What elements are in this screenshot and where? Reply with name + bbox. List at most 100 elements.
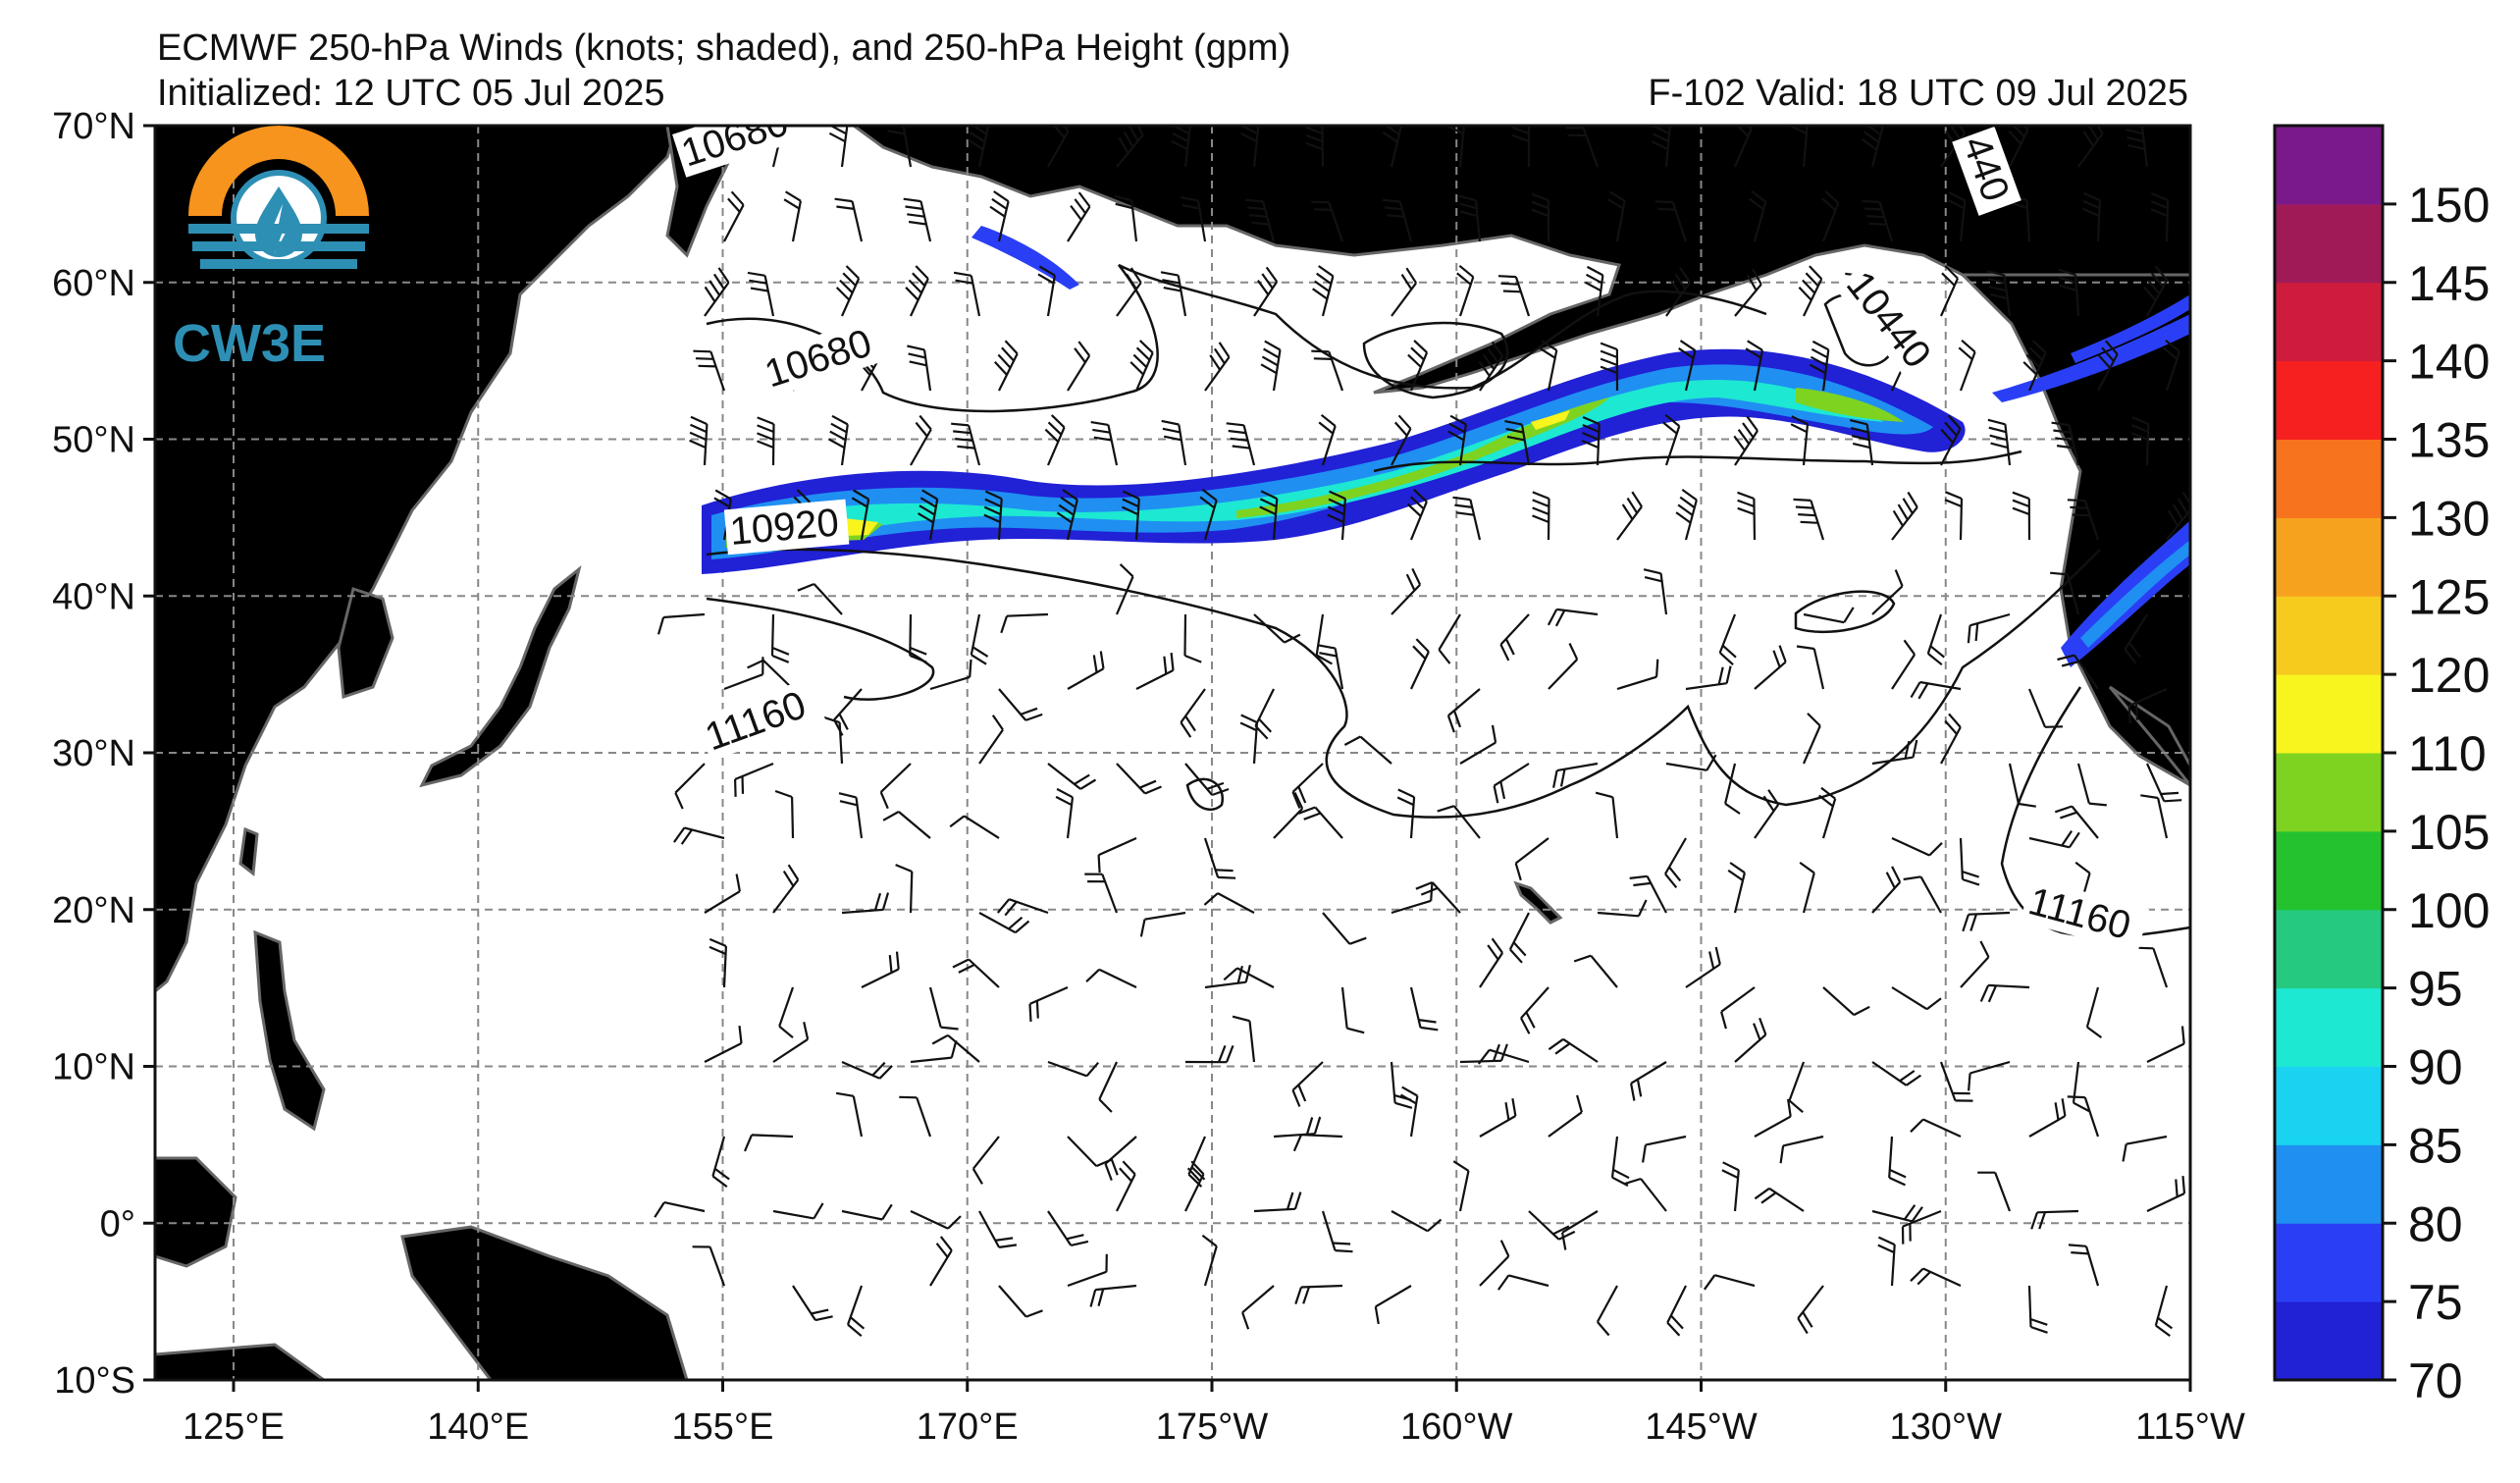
wind-barb xyxy=(949,815,1000,839)
land-korea xyxy=(337,587,394,700)
wind-barb xyxy=(2008,763,2036,808)
land-mexico xyxy=(2108,685,2190,788)
wind-barb xyxy=(1561,1210,1599,1250)
wind-barb xyxy=(743,1134,794,1152)
wind-barb xyxy=(978,715,1004,765)
lat-tick-label: 50°N xyxy=(52,420,135,461)
wind-barb xyxy=(970,613,989,665)
wind-barb xyxy=(1312,265,1335,317)
logo-wave-2 xyxy=(192,241,365,251)
wind-barb xyxy=(1565,127,1600,168)
lon-tick-label: 115°W xyxy=(2135,1406,2245,1448)
wind-barbs xyxy=(654,126,2190,1338)
colorbar-segment xyxy=(2275,596,2383,675)
wind-barb xyxy=(1871,1204,1923,1223)
colorbar-segment xyxy=(2275,282,2383,362)
wind-barb xyxy=(909,613,927,663)
wind-barb xyxy=(1514,837,1549,881)
wind-barb xyxy=(841,1060,893,1080)
land-hawaii xyxy=(1513,880,1563,925)
wind-barb xyxy=(1642,1135,1687,1163)
jet-ne xyxy=(1992,314,2190,402)
colorbar-tick-label: 100 xyxy=(2408,883,2490,938)
wind-barb xyxy=(797,582,843,615)
wind-barb xyxy=(1548,1094,1583,1138)
wind-barb xyxy=(1180,688,1206,738)
wind-barb xyxy=(2143,265,2169,317)
lon-tick-label: 130°W xyxy=(1890,1406,2003,1448)
lon-tick-label: 175°W xyxy=(1156,1406,1269,1448)
wind-barb xyxy=(709,937,727,988)
wind-barb xyxy=(1391,1210,1443,1233)
wind-barb xyxy=(1531,192,1550,242)
wind-barb xyxy=(1749,190,1767,242)
colorbar-segment xyxy=(2275,987,2383,1067)
wind-barb xyxy=(929,1236,953,1287)
wind-barb xyxy=(2146,1026,2185,1063)
wind-barb xyxy=(673,826,725,845)
wind-barb xyxy=(1037,265,1056,317)
wind-barb xyxy=(1447,414,1467,466)
land-australia xyxy=(155,1343,327,1380)
wind-barb xyxy=(704,874,741,914)
wind-barb xyxy=(2027,688,2064,728)
wind-barb xyxy=(1241,1285,1275,1330)
wind-barb xyxy=(1600,342,1619,392)
wind-barb xyxy=(2097,340,2119,392)
land-taiwan xyxy=(238,826,259,876)
colorbar-tick-label: 95 xyxy=(2408,962,2463,1017)
colorbar-tick-label: 90 xyxy=(2408,1040,2463,1095)
wind-barb xyxy=(1511,126,1531,168)
wind-barb xyxy=(1477,1048,1530,1065)
wind-barb xyxy=(1116,763,1162,795)
wind-barb xyxy=(1977,1171,2012,1212)
wind-barb xyxy=(2127,687,2168,724)
wind-barb xyxy=(1260,340,1282,392)
wind-barb xyxy=(1616,491,1643,541)
wind-barb xyxy=(757,416,775,466)
colorbar-tick-label: 125 xyxy=(2408,569,2490,624)
wind-barb xyxy=(1548,643,1579,690)
wind-barb xyxy=(1291,1061,1324,1107)
wind-barb xyxy=(1809,340,1830,392)
colorbar-segment xyxy=(2275,439,2383,518)
wind-barb xyxy=(1415,880,1461,914)
wind-barb xyxy=(2012,491,2031,541)
logo-wave-1 xyxy=(188,224,369,234)
wind-barb xyxy=(841,1203,893,1221)
wind-barb xyxy=(1675,489,1698,541)
wind-barb xyxy=(1478,341,1504,392)
wind-barb xyxy=(1665,754,1717,771)
contour-10920-upper xyxy=(1373,450,2022,473)
wind-barb xyxy=(968,126,990,168)
colorbar-segment xyxy=(2275,1144,2383,1224)
wind-barb xyxy=(918,489,939,541)
wind-barb xyxy=(1028,985,1069,1022)
wind-barb xyxy=(1652,126,1671,168)
wind-barb xyxy=(1409,986,1439,1032)
wind-barb xyxy=(1090,421,1119,466)
wind-barb xyxy=(1315,613,1333,665)
wind-barb xyxy=(879,763,912,810)
wind-barb xyxy=(1532,491,1550,541)
wind-barb xyxy=(1067,651,1105,690)
wind-barb xyxy=(1547,608,1599,627)
wind-barb xyxy=(905,265,929,317)
logo-wave-3 xyxy=(200,259,357,269)
wind-barb xyxy=(1939,265,1960,317)
wind-barb xyxy=(1678,340,1697,392)
wind-barb xyxy=(778,986,795,1039)
lon-tick-label: 160°W xyxy=(1400,1406,1513,1448)
wind-barb xyxy=(1573,954,1618,988)
wind-barb xyxy=(2154,1285,2174,1337)
wind-barb xyxy=(1311,349,1344,392)
wind-barb xyxy=(834,197,864,242)
wind-barb xyxy=(910,414,932,466)
wind-barb xyxy=(772,1022,810,1063)
wind-barb xyxy=(1084,873,1119,914)
wind-barb xyxy=(1508,912,1530,964)
wind-barb xyxy=(846,1285,866,1338)
wind-barb xyxy=(734,762,774,797)
wind-barb xyxy=(1116,267,1142,317)
wind-barb xyxy=(861,951,900,988)
